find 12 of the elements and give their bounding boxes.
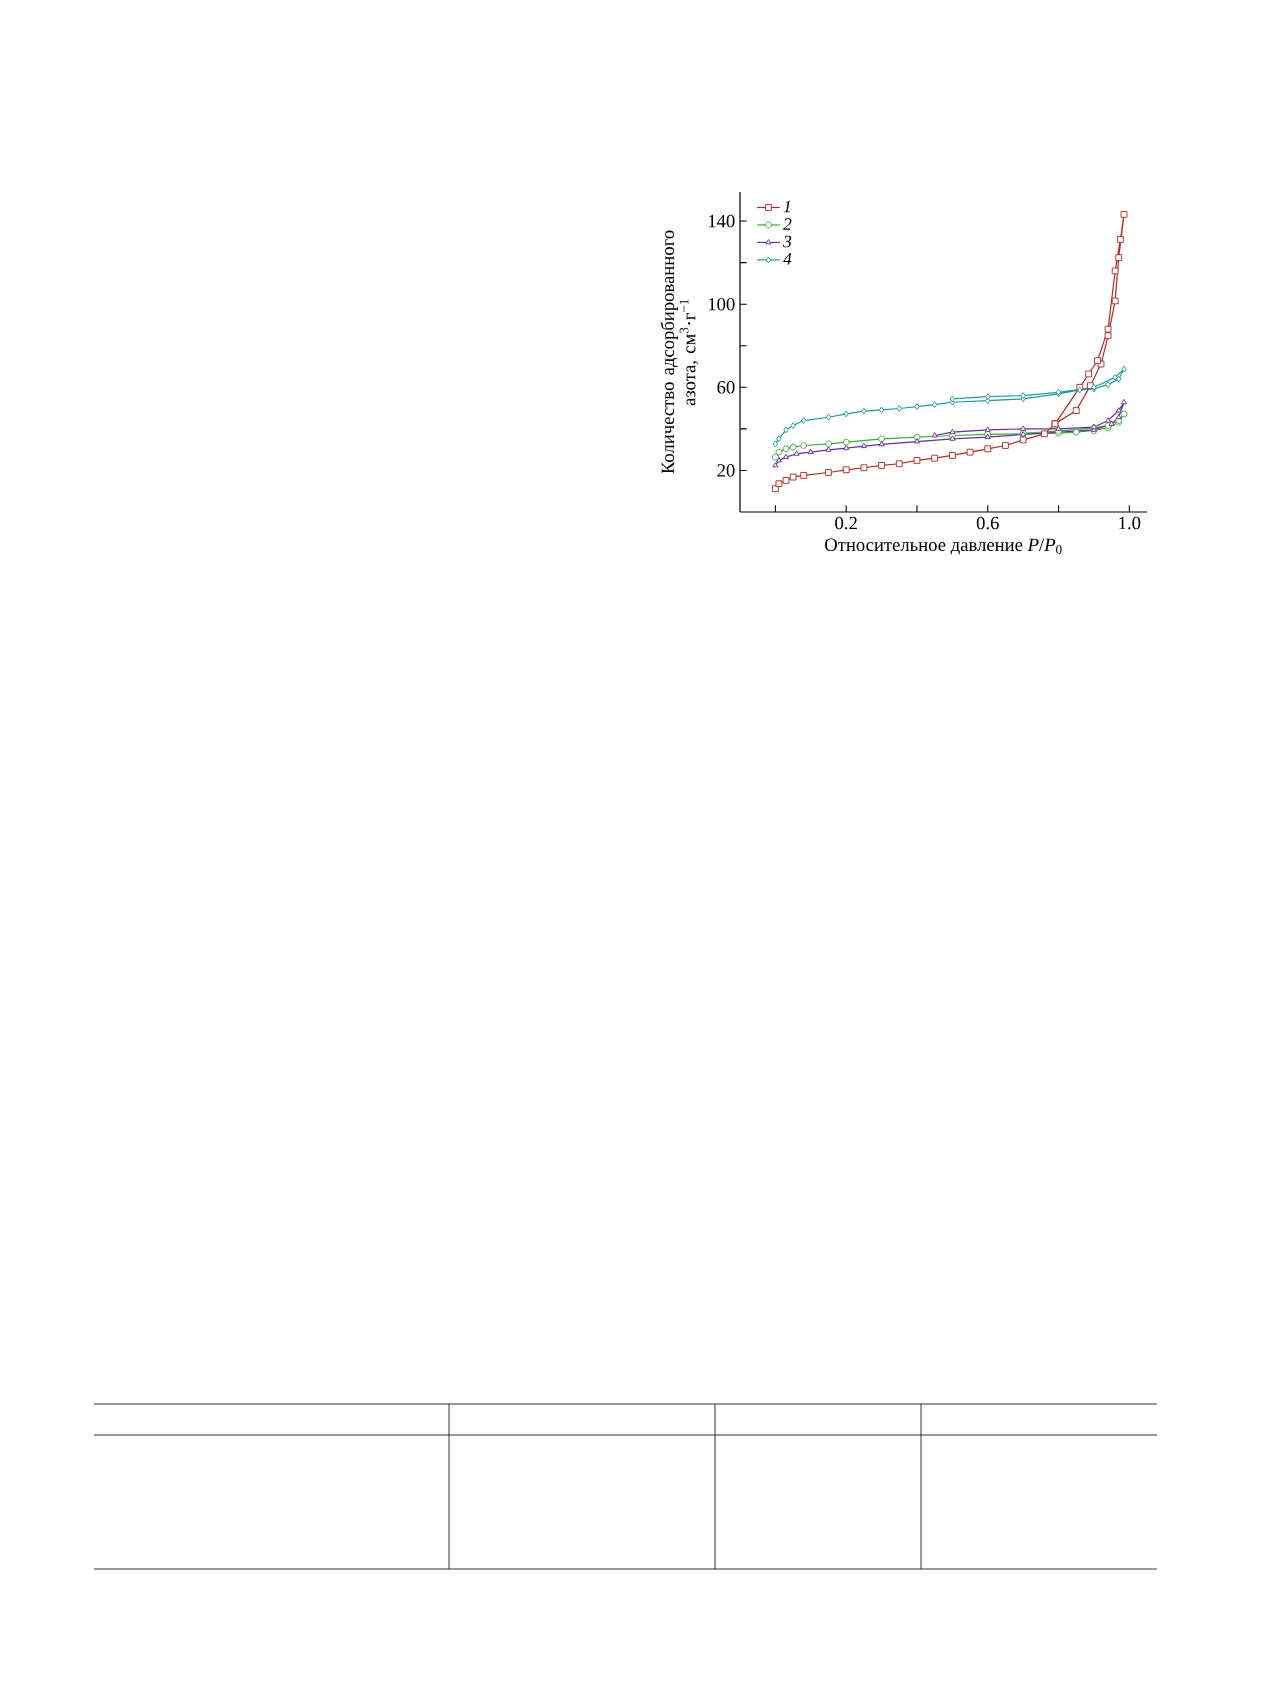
x-tick-label: 0.2 bbox=[835, 516, 857, 530]
legend-label: 4 bbox=[783, 253, 792, 265]
x-tick-label: 1.0 bbox=[1119, 516, 1141, 530]
y-tick-label: 140 bbox=[708, 214, 735, 228]
legend-label: 1 bbox=[783, 200, 790, 213]
y-tick-label: 100 bbox=[708, 297, 735, 311]
y-tick-label: 20 bbox=[717, 464, 735, 477]
legend-label: 3 bbox=[783, 235, 792, 248]
legend-label: 2 bbox=[783, 218, 792, 230]
y-tick-label: 60 bbox=[717, 381, 735, 394]
x-tick-label: 0.6 bbox=[976, 516, 999, 530]
x-axis-title: Относительное давление P/P$_{0}$ bbox=[825, 538, 1062, 555]
